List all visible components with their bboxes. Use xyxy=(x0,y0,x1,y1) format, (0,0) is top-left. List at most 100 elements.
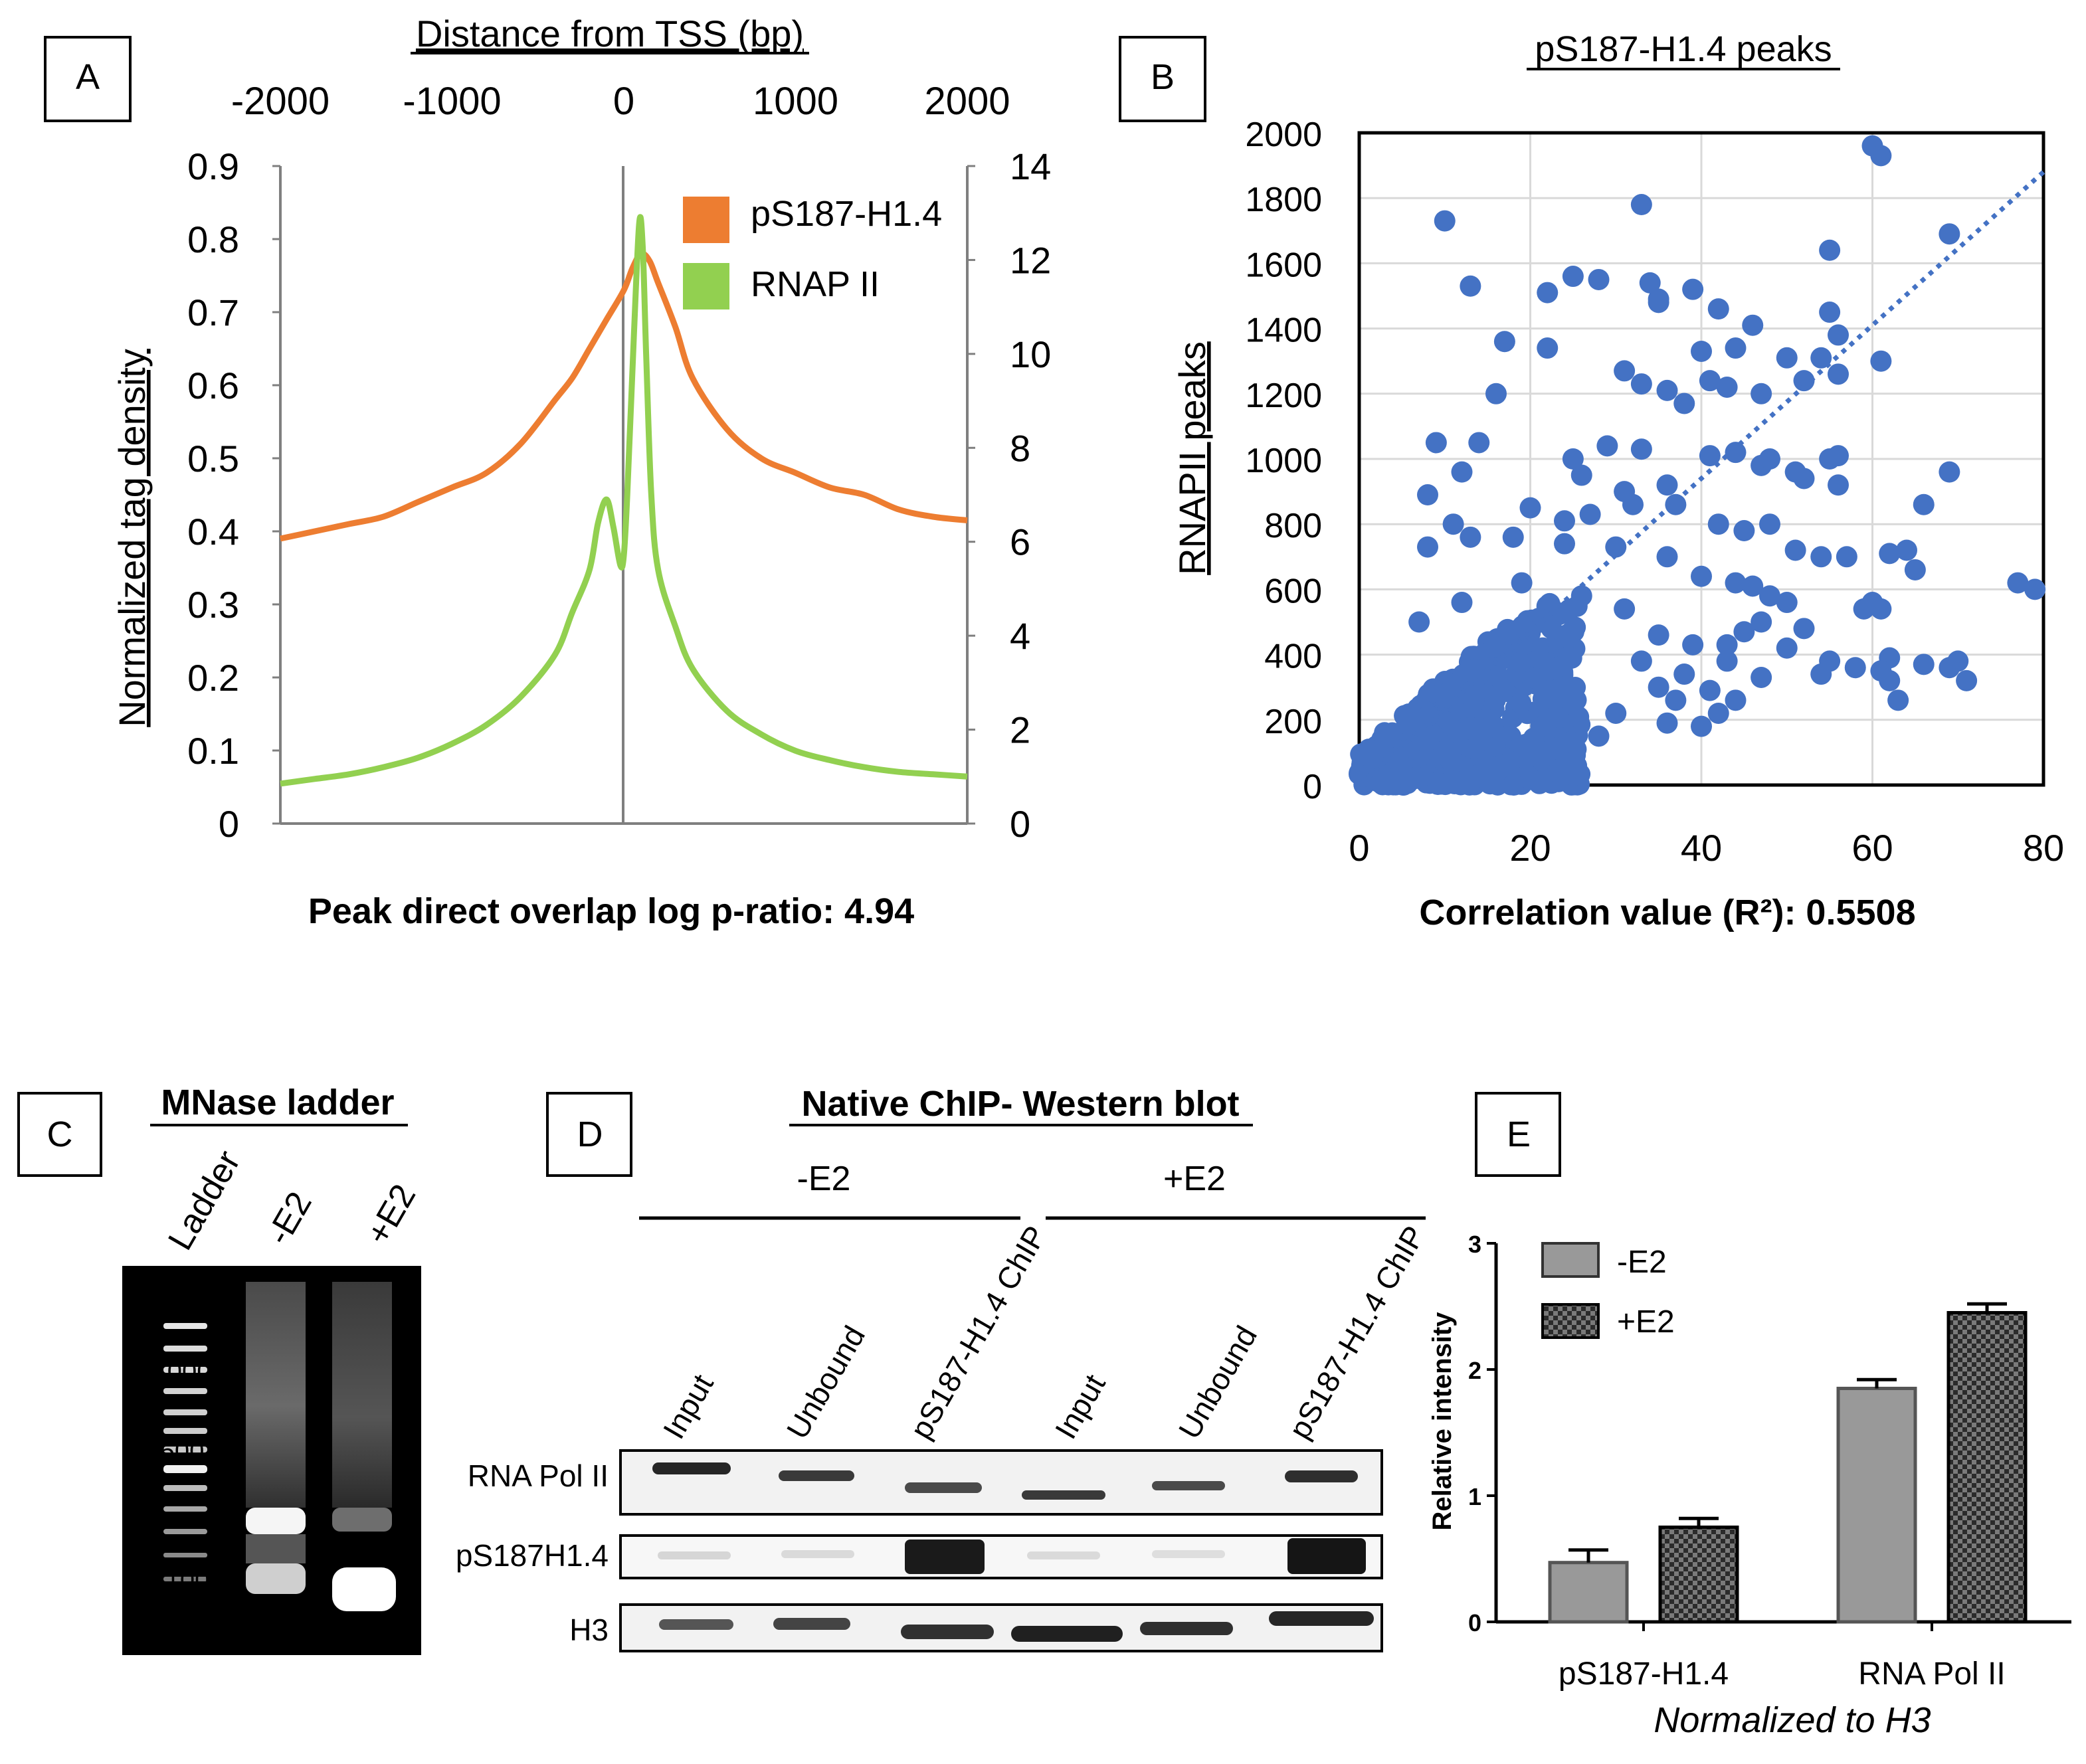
scatter-point xyxy=(1716,634,1738,656)
scatter-point xyxy=(1648,676,1669,698)
chart-a-right-tick-label: 14 xyxy=(1010,145,1051,187)
gel-marker-1000: 1000 xyxy=(153,1357,212,1386)
blot-strip-h3 xyxy=(619,1603,1383,1652)
scatter-point xyxy=(1537,282,1559,304)
scatter-point xyxy=(1913,493,1935,515)
chart-b-y-tick-label: 600 xyxy=(1264,572,1322,610)
chart-b-x-tick-label: 20 xyxy=(1509,827,1551,869)
chart-a-right-axis: 14 12 10 8 6 4 2 0 xyxy=(967,145,1051,845)
scatter-point xyxy=(1426,772,1448,794)
scatter-point xyxy=(1810,546,1832,568)
scatter-point xyxy=(1784,539,1806,561)
chart-e-legend: -E2 +E2 xyxy=(1541,1242,1675,1340)
chart-b-y-tick-label: 1600 xyxy=(1245,246,1322,284)
scatter-point xyxy=(1434,210,1456,232)
scatter-point xyxy=(1630,194,1652,216)
scatter-point xyxy=(1547,761,1568,783)
chart-b-title: pS187-H1.4 peaks xyxy=(1535,29,1832,69)
scatter-point xyxy=(1879,543,1901,565)
panel-a-letter: A xyxy=(76,57,100,97)
gel-ladder-bands xyxy=(163,1323,207,1581)
chart-a-top-axis: -2000 -1000 0 1000 2000 xyxy=(231,80,1010,123)
legend-label-minus-e2: -E2 xyxy=(1617,1245,1667,1280)
blot-group-plus-e2: +E2 xyxy=(1163,1160,1226,1198)
scatter-point xyxy=(1564,677,1586,699)
chart-a-right-tick-label: 12 xyxy=(1010,239,1051,281)
panel-d-box xyxy=(546,1092,632,1177)
panel-a: A Distance from TSS (bp) -2000 -1000 0 1000… xyxy=(44,13,1051,931)
scatter-point xyxy=(1699,679,1721,701)
scatter-point xyxy=(1733,520,1755,542)
chart-e-axes: 3 2 1 0 pS187-H1.4 RNA Pol II xyxy=(1468,1231,2071,1692)
scatter-point xyxy=(1699,445,1721,467)
scatter-point xyxy=(1614,360,1636,382)
scatter-point xyxy=(1408,611,1430,633)
chart-b-x-tick-label: 80 xyxy=(2023,827,2064,869)
chart-b-y-tick-label: 800 xyxy=(1264,507,1322,545)
blot-group-minus-e2: -E2 xyxy=(797,1160,851,1198)
chart-a-top-tick-label: -2000 xyxy=(231,80,330,123)
chart-a-left-tick-label: 0.4 xyxy=(187,511,239,553)
chart-b-y-tick-label: 1200 xyxy=(1245,377,1322,415)
blot-lane-label-3: pS187-H1.4 ChIP xyxy=(903,1220,1053,1445)
scatter-point xyxy=(1605,536,1627,558)
scatter-point xyxy=(1759,585,1780,607)
scatter-point xyxy=(1725,689,1747,711)
scatter-point xyxy=(1554,533,1575,555)
scatter-point xyxy=(1549,707,1570,729)
scatter-point xyxy=(1484,756,1506,778)
chart-a-right-tick-label: 0 xyxy=(1010,803,1030,845)
scatter-point xyxy=(1622,493,1644,515)
chart-b-plot-frame xyxy=(1357,131,2045,787)
chart-a-left-tick-label: 0.5 xyxy=(187,438,239,480)
chart-e-y-tick-label: 0 xyxy=(1468,1609,1481,1636)
blot-row-label-h3: H3 xyxy=(569,1613,609,1647)
scatter-point xyxy=(1588,268,1610,290)
scatter-point xyxy=(1656,474,1678,496)
scatter-point xyxy=(1725,442,1747,464)
chart-a-right-tick-label: 8 xyxy=(1010,427,1030,469)
chart-b-trendline xyxy=(1357,170,2045,787)
scatter-point xyxy=(1870,350,1892,372)
scatter-point xyxy=(1828,474,1849,496)
scatter-point xyxy=(1483,636,1505,658)
scatter-point xyxy=(1562,266,1584,288)
scatter-point xyxy=(1725,572,1747,594)
scatter-point xyxy=(1828,324,1849,346)
gel-lane-label-plus-e2: +E2 xyxy=(359,1178,423,1251)
chart-b-x-tick-label: 40 xyxy=(1681,827,1722,869)
panel-a-box xyxy=(44,36,132,122)
bar-minus-e2 xyxy=(1836,1387,1917,1624)
chart-b-x-tick-label: 0 xyxy=(1349,827,1369,869)
scatter-point xyxy=(1776,592,1798,614)
blot-row-label-ps187h1-4: pS187H1.4 xyxy=(456,1538,609,1573)
chart-e-x-tick-label: pS187-H1.4 xyxy=(1559,1656,1729,1692)
bar-plus-e2 xyxy=(1658,1526,1739,1624)
chart-a-left-tick-label: 0.7 xyxy=(187,292,239,333)
chart-e-x-tick-label: RNA Pol II xyxy=(1858,1656,2005,1692)
chart-a-left-tick-label: 0.1 xyxy=(187,730,239,772)
panel-d: D Native ChIP- Western blot -E2 +E2 Inpu… xyxy=(456,1084,1432,1652)
scatter-point xyxy=(2007,572,2029,594)
scatter-point xyxy=(1725,337,1747,359)
scatter-point xyxy=(1691,565,1712,587)
chart-b-y-tick-label: 1800 xyxy=(1245,181,1322,219)
scatter-point xyxy=(1751,383,1772,404)
chart-b-xlabel: Correlation value (R²): 0.5508 xyxy=(1419,893,1915,932)
scatter-point xyxy=(1691,340,1712,362)
gel-lane-minus-e2 xyxy=(246,1282,306,1594)
chart-b-x-tick-label: 60 xyxy=(1851,827,1893,869)
chart-a-top-tick-label: 0 xyxy=(613,80,634,123)
chart-a-legend: pS187-H1.4 RNAP II xyxy=(683,194,942,309)
scatter-point xyxy=(1387,746,1409,768)
chart-a-left-tick-label: 0.9 xyxy=(187,145,239,187)
chart-d-title: Native ChIP- Western blot xyxy=(801,1084,1239,1124)
scatter-point xyxy=(1776,637,1798,659)
chart-a-top-tick-label: 1000 xyxy=(753,80,838,123)
scatter-point xyxy=(1656,379,1678,401)
blot-lane-label-2: Unbound xyxy=(780,1320,872,1445)
chart-a-top-tick-label: 2000 xyxy=(924,80,1010,123)
panel-e: E 3 2 1 0 pS187-H1.4 RNA Pol II Relative inte… xyxy=(1428,1092,2071,1740)
chart-b-ylabel: RNAPII peaks xyxy=(1171,341,1213,575)
